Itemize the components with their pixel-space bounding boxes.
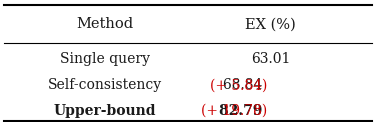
Text: Single query: Single query <box>60 52 150 66</box>
Text: 68.84: 68.84 <box>223 78 267 92</box>
Text: 82.79: 82.79 <box>219 104 267 118</box>
Text: Self-consistency: Self-consistency <box>48 78 162 92</box>
Text: Method: Method <box>77 17 134 31</box>
Text: 63.01: 63.01 <box>251 52 290 66</box>
Text: (+ 19.78): (+ 19.78) <box>166 104 267 118</box>
Text: EX (%): EX (%) <box>246 17 296 31</box>
Text: (+ 5.84): (+ 5.84) <box>174 78 267 92</box>
Text: Upper-bound: Upper-bound <box>54 104 156 118</box>
